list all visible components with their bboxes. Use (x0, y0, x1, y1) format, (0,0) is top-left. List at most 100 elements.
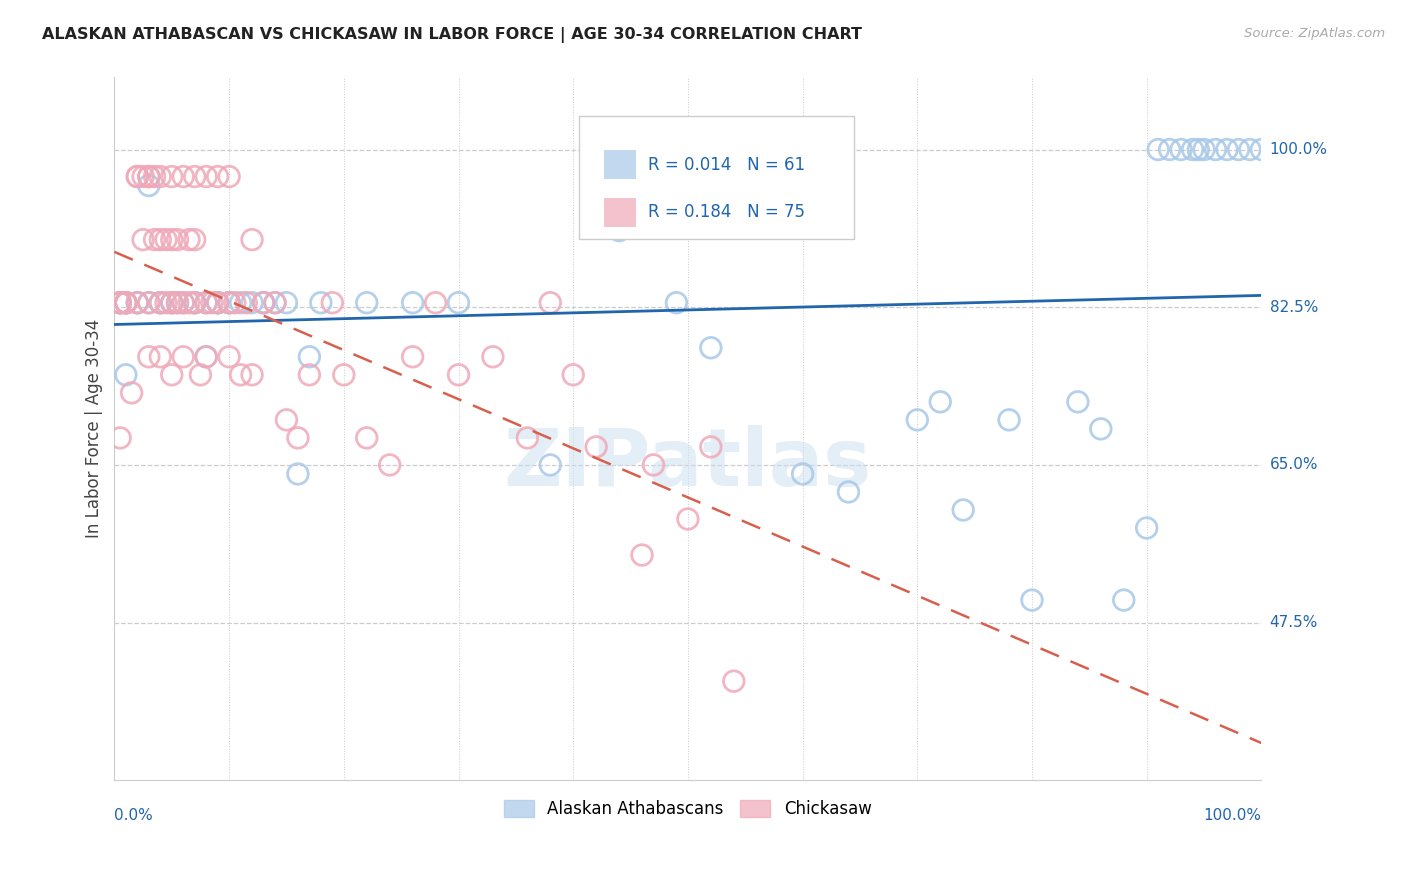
Point (538, 458, 561, 472)
Point (160, 295, 183, 310)
Point (190, 368, 212, 382)
Point (149, 233, 172, 247)
Point (356, 295, 378, 310)
Point (183, 295, 205, 310)
Point (723, 674, 745, 689)
Y-axis label: In Labor Force | Age 30-34: In Labor Force | Age 30-34 (86, 319, 103, 539)
FancyBboxPatch shape (605, 150, 637, 179)
Point (585, 440, 607, 454)
Point (837, 485, 859, 500)
Point (149, 350, 172, 364)
Point (562, 368, 585, 382)
Point (952, 503, 974, 517)
Point (276, 413, 298, 427)
Point (229, 295, 252, 310)
Point (229, 368, 252, 382)
Point (447, 368, 470, 382)
Point (132, 233, 155, 247)
Point (127, 169, 149, 184)
Point (276, 295, 298, 310)
Text: ALASKAN ATHABASCAN VS CHICKASAW IN LABOR FORCE | AGE 30-34 CORRELATION CHART: ALASKAN ATHABASCAN VS CHICKASAW IN LABOR… (42, 27, 862, 43)
Point (929, 394, 952, 409)
Point (138, 295, 160, 310)
Text: 47.5%: 47.5% (1270, 615, 1317, 630)
Point (333, 368, 356, 382)
Point (143, 169, 166, 184)
Point (905, 413, 928, 427)
Point (207, 295, 229, 310)
Point (631, 548, 654, 562)
Point (115, 295, 138, 310)
Legend: Alaskan Athabascans, Chickasaw: Alaskan Athabascans, Chickasaw (498, 793, 879, 825)
Point (1170, 143, 1192, 157)
Point (127, 295, 149, 310)
Point (218, 295, 240, 310)
Text: 100.0%: 100.0% (1204, 808, 1261, 823)
Point (183, 295, 205, 310)
Point (160, 368, 183, 382)
Point (160, 233, 183, 247)
Point (298, 350, 321, 364)
Point (195, 169, 218, 184)
Point (108, 295, 131, 310)
FancyBboxPatch shape (579, 116, 855, 239)
Point (155, 295, 177, 310)
Point (665, 295, 688, 310)
Point (321, 295, 343, 310)
Point (138, 169, 160, 184)
Point (115, 295, 138, 310)
Point (447, 295, 470, 310)
Point (108, 295, 131, 310)
Point (1250, 143, 1272, 157)
Text: 65.0%: 65.0% (1270, 458, 1319, 473)
Point (643, 458, 665, 472)
Point (160, 169, 183, 184)
Point (108, 295, 131, 310)
Point (166, 295, 188, 310)
FancyBboxPatch shape (605, 198, 637, 227)
Point (240, 368, 263, 382)
Point (166, 233, 188, 247)
Point (1239, 143, 1261, 157)
Point (149, 295, 172, 310)
Point (218, 295, 240, 310)
Point (1187, 143, 1209, 157)
Point (172, 295, 194, 310)
Text: R = 0.014   N = 61: R = 0.014 N = 61 (648, 155, 804, 174)
Point (309, 295, 332, 310)
Point (149, 169, 172, 184)
Point (183, 169, 205, 184)
Point (676, 512, 699, 526)
Point (183, 295, 205, 310)
Point (792, 467, 814, 481)
Point (108, 431, 131, 445)
Point (115, 295, 138, 310)
Point (177, 233, 200, 247)
Point (264, 295, 287, 310)
Point (1090, 422, 1112, 436)
Point (127, 295, 149, 310)
Point (1021, 593, 1043, 607)
Point (218, 169, 240, 184)
Text: 82.5%: 82.5% (1270, 300, 1317, 315)
Point (132, 169, 155, 184)
Point (195, 295, 218, 310)
Point (401, 350, 423, 364)
Point (172, 295, 194, 310)
Point (1227, 143, 1250, 157)
Text: 0.0%: 0.0% (114, 808, 153, 823)
Point (201, 295, 224, 310)
Point (195, 350, 218, 364)
Point (218, 295, 240, 310)
Point (127, 295, 149, 310)
Point (1181, 143, 1204, 157)
Point (218, 350, 240, 364)
Point (356, 431, 378, 445)
Point (115, 295, 138, 310)
Point (149, 295, 172, 310)
Point (998, 413, 1021, 427)
Point (138, 169, 160, 184)
Point (160, 295, 183, 310)
Point (166, 295, 188, 310)
Point (138, 178, 160, 193)
